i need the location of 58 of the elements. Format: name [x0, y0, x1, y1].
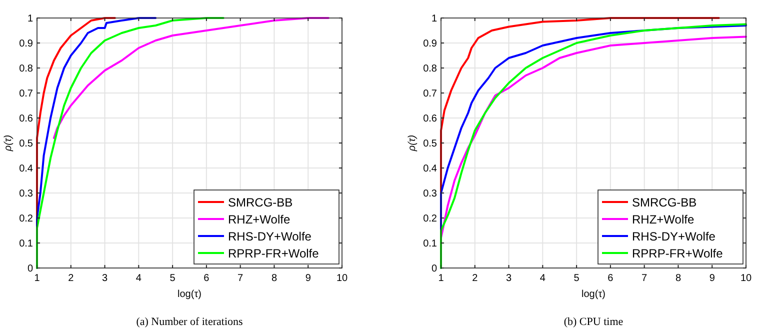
x-tick-label: 5: [574, 273, 580, 284]
y-tick-label: 0.5: [19, 138, 34, 150]
y-tick-label: 0.6: [423, 114, 438, 124]
x-tick-label: 4: [136, 273, 142, 284]
y-tick-label: 0: [27, 264, 34, 274]
y-tick-label: 0.4: [423, 164, 438, 174]
legend-label: RPRP-FR+Wolfe: [632, 246, 724, 260]
legend-label: SMRCG-BB: [632, 196, 697, 210]
y-tick-label: 0.1: [19, 238, 34, 250]
y-tick-label: 0: [431, 264, 438, 274]
y-tick-label: 1: [27, 14, 34, 24]
y-tick-label: 0.1: [423, 238, 438, 250]
text: (b) CPU time: [564, 316, 624, 328]
x-tick-label: 8: [675, 273, 682, 284]
x-tick-label: 6: [204, 273, 210, 284]
legend-label: SMRCG-BB: [228, 196, 293, 210]
x-tick-label: 10: [336, 273, 348, 284]
x-axis-title: log(τ): [582, 289, 606, 300]
x-tick-label: 7: [238, 273, 244, 284]
x-tick-label: 4: [540, 273, 546, 284]
x-axis-title: log(τ): [178, 289, 202, 300]
legend-label: RHS-DY+Wolfe: [632, 230, 716, 244]
x-tick-label: 3: [506, 273, 512, 284]
y-tick-label: 0.3: [19, 188, 34, 200]
y-tick-label: 0.5: [423, 138, 438, 150]
x-tick-label: 9: [305, 273, 312, 284]
x-tick-label: 5: [170, 273, 176, 284]
x-tick-label: 7: [642, 273, 648, 284]
y-tick-label: 0.3: [423, 188, 438, 200]
y-tick-label: 0.9: [423, 38, 438, 50]
x-tick-label: 10: [740, 273, 752, 284]
x-tick-label: 8: [271, 273, 278, 284]
x-tick-label: 6: [608, 273, 614, 284]
y-tick-label: 0.6: [19, 114, 34, 124]
legend-label: RHZ+Wolfe: [228, 212, 290, 226]
text: (a) Number of iterations: [136, 316, 243, 328]
x-tick-label: 1: [438, 273, 444, 284]
x-tick-label: 2: [472, 273, 478, 284]
y-tick-label: 0.4: [19, 164, 34, 174]
y-tick-label: 0.8: [423, 64, 438, 74]
y-tick-label: 0.2: [19, 214, 34, 224]
y-tick-label: 0.8: [19, 64, 34, 74]
y-tick-label: 0.7: [423, 88, 438, 100]
legend-label: RPRP-FR+Wolfe: [228, 246, 320, 260]
y-axis-title: ρ(τ): [407, 134, 418, 152]
y-tick-label: 1: [431, 14, 438, 24]
y-tick-label: 0.7: [19, 88, 34, 100]
legend-label: RHS-DY+Wolfe: [228, 230, 312, 244]
x-tick-label: 3: [102, 273, 108, 284]
x-tick-label: 1: [34, 273, 40, 284]
line-series: [52, 17, 330, 139]
legend-label: RHZ+Wolfe: [632, 212, 694, 226]
line-series: [36, 17, 224, 269]
x-tick-label: 9: [709, 273, 716, 284]
x-tick-label: 2: [68, 273, 74, 284]
y-axis-title: ρ(τ): [3, 134, 14, 152]
y-tick-label: 0.2: [423, 214, 438, 224]
y-tick-label: 0.9: [19, 38, 34, 50]
